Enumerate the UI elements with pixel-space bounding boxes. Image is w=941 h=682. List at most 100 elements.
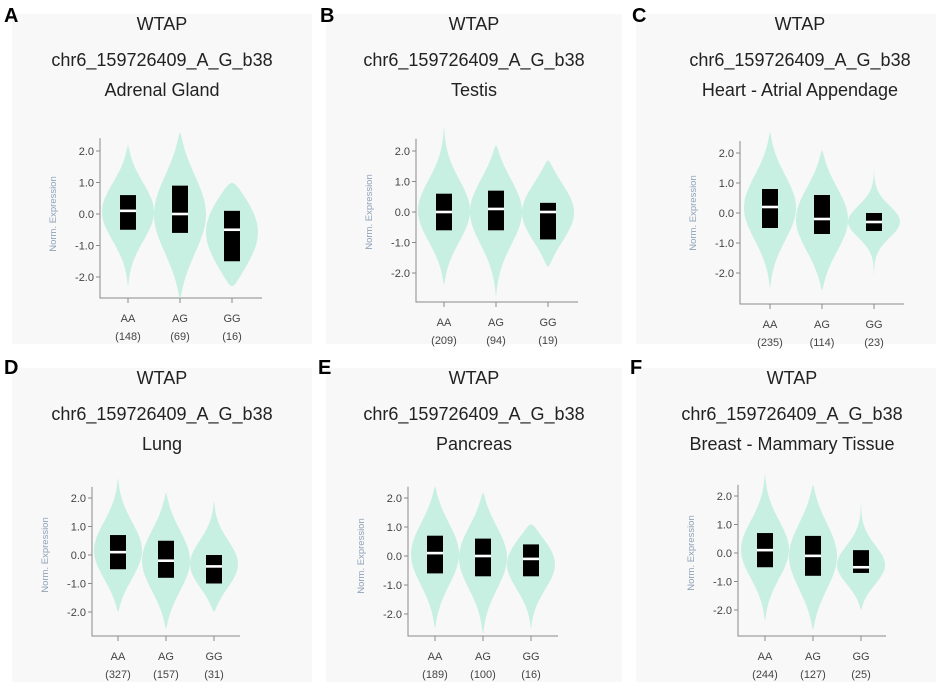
sample-count: (148) bbox=[115, 331, 141, 343]
y-tick-label: 1.0 bbox=[71, 522, 86, 534]
genotype-label: GG bbox=[865, 319, 882, 331]
genotype-label: AA bbox=[763, 319, 778, 331]
y-tick-label: -2.0 bbox=[391, 268, 410, 280]
sample-count: (100) bbox=[470, 669, 496, 681]
y-tick-label: 2.0 bbox=[719, 148, 734, 160]
genotype-label: AA bbox=[428, 651, 443, 663]
sample-count: (327) bbox=[105, 669, 131, 681]
genotype-label: AA bbox=[121, 313, 136, 325]
panel-background bbox=[636, 368, 936, 682]
y-tick-label: 1.0 bbox=[719, 178, 734, 190]
panel-background bbox=[326, 14, 622, 344]
panel-letter: F bbox=[630, 357, 642, 379]
tissue-name: Pancreas bbox=[436, 434, 512, 454]
chart-title: WTAP bbox=[449, 14, 500, 34]
sample-count: (69) bbox=[170, 331, 190, 343]
sample-count: (19) bbox=[538, 335, 558, 347]
panel-e: E WTAP chr6_159726409_A_G_b38 Pancreas 2.0 1.… bbox=[318, 357, 622, 682]
axis-line bbox=[99, 138, 262, 299]
sample-count: (114) bbox=[810, 337, 835, 349]
y-tick-label: -1.0 bbox=[67, 579, 86, 591]
sample-count: (16) bbox=[222, 331, 242, 343]
y-axis-label: Norm. Expression bbox=[688, 175, 699, 251]
panel-a: A WTAP chr6_159726409_A_G_b38 Adrenal Gland… bbox=[4, 5, 312, 344]
y-tick-label: 0.0 bbox=[71, 550, 86, 562]
iqr-box-aa bbox=[427, 535, 443, 574]
y-tick-label: 2.0 bbox=[717, 491, 732, 503]
y-tick-label: 0.0 bbox=[717, 548, 732, 560]
iqr-box-ag bbox=[158, 540, 174, 578]
y-tick-label: -2.0 bbox=[67, 607, 86, 619]
sample-count: (127) bbox=[800, 669, 826, 681]
y-tick-label: 1.0 bbox=[79, 178, 94, 190]
chart-subtitle: chr6_159726409_A_G_b38 bbox=[51, 50, 272, 71]
y-tick-label: -2.0 bbox=[713, 605, 732, 617]
sample-count: (209) bbox=[431, 335, 457, 347]
genotype-label: AG bbox=[814, 319, 830, 331]
iqr-box-aa bbox=[120, 195, 136, 230]
y-tick-label: 1.0 bbox=[387, 522, 402, 534]
iqr-box-gg bbox=[540, 202, 556, 240]
panel-c: C WTAP chr6_159726409_A_G_b38 Heart - Atria… bbox=[632, 5, 936, 349]
y-tick-label: 1.0 bbox=[717, 520, 732, 532]
iqr-box-ag bbox=[488, 190, 504, 231]
panel-d: D WTAP chr6_159726409_A_G_b38 Lung 2.0 1.0 0.0… bbox=[4, 357, 312, 682]
y-tick-label: 0.0 bbox=[719, 208, 734, 220]
panel-background bbox=[12, 14, 312, 344]
y-axis-label: Norm. Expression bbox=[686, 515, 697, 591]
y-tick-label: -2.0 bbox=[383, 609, 402, 621]
genotype-label: AG bbox=[172, 313, 188, 325]
genotype-label: GG bbox=[522, 651, 539, 663]
chart-subtitle: chr6_159726409_A_G_b38 bbox=[363, 50, 584, 71]
y-tick-label: 1.0 bbox=[395, 177, 410, 189]
y-axis-label: Norm. Expression bbox=[40, 517, 51, 593]
panel-b: B WTAP chr6_159726409_A_G_b38 Testis 2.0 1.0 0… bbox=[320, 5, 622, 347]
sample-count: (157) bbox=[153, 669, 179, 681]
genotype-label: GG bbox=[539, 317, 556, 329]
genotype-label: GG bbox=[223, 313, 240, 325]
chart-title: WTAP bbox=[449, 368, 500, 388]
sample-count: (16) bbox=[521, 669, 541, 681]
y-tick-label: 2.0 bbox=[71, 493, 86, 505]
iqr-box-gg bbox=[523, 544, 539, 577]
genotype-label: AA bbox=[437, 317, 452, 329]
sample-count: (235) bbox=[757, 337, 783, 349]
panel-letter: A bbox=[4, 5, 18, 27]
y-tick-label: 2.0 bbox=[79, 146, 94, 158]
iqr-box-gg bbox=[224, 210, 240, 262]
genotype-label: GG bbox=[852, 651, 869, 663]
sample-count: (25) bbox=[851, 669, 871, 681]
chart-title: WTAP bbox=[767, 368, 818, 388]
tissue-name: Breast - Mammary Tissue bbox=[689, 434, 894, 454]
genotype-label: AG bbox=[475, 651, 491, 663]
y-tick-label: 0.0 bbox=[395, 207, 410, 219]
sample-count: (94) bbox=[486, 335, 506, 347]
axis-line bbox=[739, 141, 904, 305]
chart-title: WTAP bbox=[137, 368, 188, 388]
genotype-label: AG bbox=[488, 317, 504, 329]
tissue-name: Adrenal Gland bbox=[104, 80, 219, 100]
axis-line bbox=[407, 486, 558, 637]
genotype-label: AG bbox=[158, 651, 174, 663]
sample-count: (31) bbox=[204, 669, 224, 681]
chart-title: WTAP bbox=[137, 14, 188, 34]
iqr-box-ag bbox=[814, 195, 830, 234]
sample-count: (244) bbox=[752, 669, 778, 681]
tissue-name: Heart - Atrial Appendage bbox=[702, 80, 898, 100]
y-tick-label: -1.0 bbox=[713, 577, 732, 589]
y-axis-label: Norm. Expression bbox=[356, 518, 367, 594]
y-tick-label: -2.0 bbox=[75, 272, 94, 284]
iqr-box-gg bbox=[206, 555, 222, 584]
axis-line bbox=[415, 138, 578, 303]
tissue-name: Testis bbox=[451, 80, 497, 100]
y-tick-label: 0.0 bbox=[387, 551, 402, 563]
y-tick-label: -1.0 bbox=[383, 580, 402, 592]
sample-count: (189) bbox=[422, 669, 448, 681]
chart-subtitle: chr6_159726409_A_G_b38 bbox=[363, 404, 584, 425]
axis-line bbox=[91, 486, 240, 637]
iqr-box-aa bbox=[762, 189, 778, 228]
iqr-box-ag bbox=[475, 538, 491, 577]
y-tick-label: -2.0 bbox=[715, 268, 734, 280]
chart-subtitle: chr6_159726409_A_G_b38 bbox=[681, 404, 902, 425]
